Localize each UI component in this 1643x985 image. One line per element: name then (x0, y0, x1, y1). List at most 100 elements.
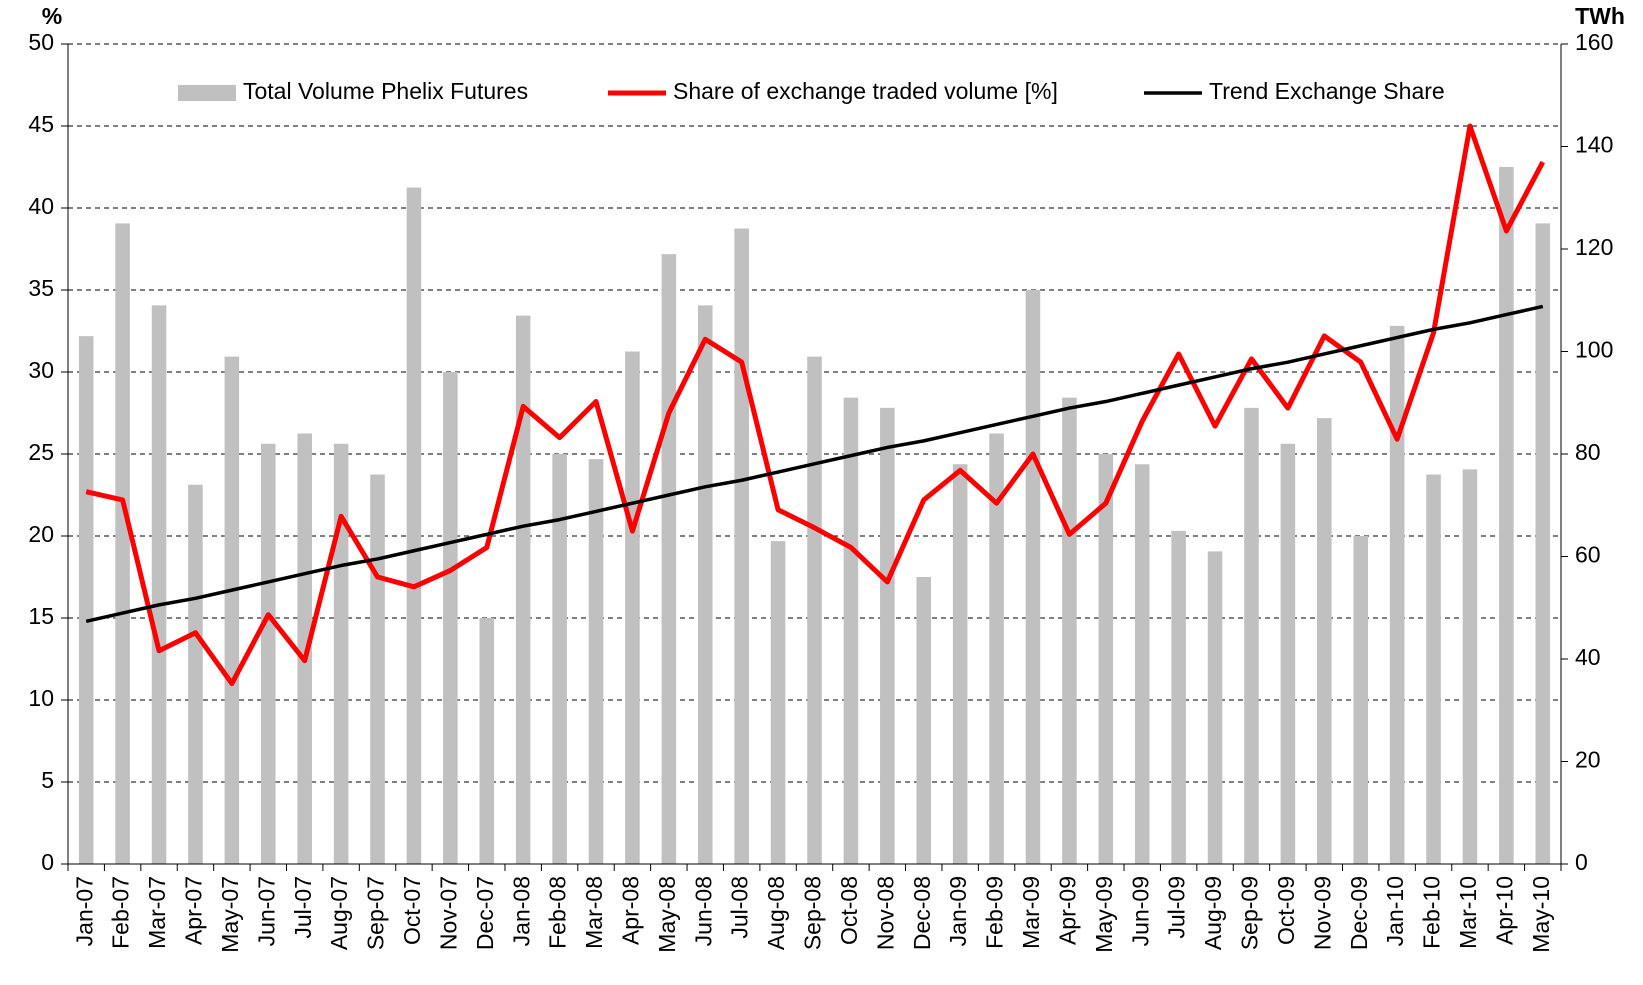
bar (1389, 325, 1405, 864)
y-tick-label: 15 (28, 603, 54, 629)
y-tick-label: 35 (28, 275, 54, 301)
x-tick-label: Nov-07 (435, 876, 461, 950)
y-tick-label: 40 (28, 193, 54, 219)
bar (151, 305, 167, 864)
bar (807, 356, 822, 864)
bar (1280, 443, 1296, 864)
x-tick-label: Aug-08 (763, 876, 789, 950)
bar (78, 336, 94, 864)
bar (661, 254, 677, 864)
bar (916, 577, 932, 864)
y-tick-label: 0 (41, 849, 54, 875)
x-tick-label: Sep-07 (363, 876, 389, 950)
x-tick-label: Dec-09 (1346, 876, 1372, 950)
x-tick-label: May-10 (1528, 876, 1554, 953)
x-tick-label: Jun-08 (690, 876, 716, 946)
bar (989, 433, 1004, 864)
y-tick-label: 50 (28, 29, 54, 55)
line (85, 123, 1546, 687)
y2-tick-label: 0 (1575, 849, 1588, 875)
x-tick-label: Jul-09 (1164, 876, 1190, 939)
x-tick-label: Oct-08 (836, 876, 862, 945)
x-tick-label: Apr-10 (1491, 876, 1517, 945)
x-tick-label: Feb-08 (545, 876, 571, 949)
x-tick-label: Nov-08 (872, 876, 898, 950)
x-tick-label: Feb-10 (1419, 876, 1445, 949)
y-tick-label: 5 (41, 767, 54, 793)
x-tick-label: Nov-09 (1309, 876, 1335, 950)
bar (1535, 223, 1551, 864)
y-tick-label: 30 (28, 357, 54, 383)
y2-axis-title: TWh (1575, 3, 1625, 29)
bar (1462, 469, 1478, 864)
bar (224, 356, 240, 864)
legend-swatch (178, 85, 236, 101)
x-tick-label: Dec-08 (909, 876, 935, 950)
x-tick-label: Feb-07 (108, 876, 134, 949)
bar (1025, 290, 1041, 864)
x-tick-label: Jun-09 (1127, 876, 1153, 946)
x-tick-label: May-09 (1091, 876, 1117, 953)
bar (443, 372, 458, 864)
bar (625, 351, 640, 864)
x-tick-label: Aug-09 (1200, 876, 1226, 950)
bar (1207, 551, 1223, 864)
bar (406, 187, 422, 864)
bar (188, 484, 203, 864)
x-tick-label: Apr-07 (181, 876, 207, 945)
y-axis-title: % (42, 3, 62, 29)
y2-tick-label: 20 (1575, 747, 1601, 773)
bar (734, 228, 749, 864)
x-tick-label: Oct-07 (399, 876, 425, 945)
x-tick-label: Jan-10 (1382, 876, 1408, 946)
x-tick-label: Feb-09 (982, 876, 1008, 949)
x-tick-label: Jul-07 (290, 876, 316, 939)
bar (515, 315, 531, 864)
x-tick-label: Apr-09 (1054, 876, 1080, 945)
y2-tick-label: 60 (1575, 542, 1601, 568)
x-tick-label: Aug-07 (326, 876, 352, 950)
x-tick-label: Jun-07 (253, 876, 279, 946)
x-tick-label: Mar-09 (1018, 876, 1044, 949)
x-tick-label: Dec-07 (472, 876, 498, 950)
bar (370, 474, 385, 864)
legend-label: Share of exchange traded volume [%] (673, 78, 1058, 104)
y-tick-label: 10 (28, 685, 54, 711)
bar (1317, 418, 1332, 864)
y2-tick-label: 100 (1575, 337, 1613, 363)
bar (880, 407, 895, 864)
x-tick-label: Jan-08 (508, 876, 534, 946)
bar (479, 618, 495, 864)
x-tick-label: May-08 (654, 876, 680, 953)
bar (697, 305, 713, 864)
bar (260, 443, 276, 864)
x-tick-label: May-07 (217, 876, 243, 953)
legend-label: Total Volume Phelix Futures (243, 78, 528, 104)
x-tick-label: Sep-09 (1237, 876, 1263, 950)
x-tick-label: Apr-08 (618, 876, 644, 945)
y-tick-label: 45 (28, 111, 54, 137)
x-tick-label: Mar-10 (1455, 876, 1481, 949)
x-tick-label: Jan-07 (71, 876, 97, 946)
y2-tick-label: 160 (1575, 29, 1613, 55)
bar (1098, 454, 1114, 864)
bar (1062, 397, 1077, 864)
x-tick-label: Mar-08 (581, 876, 607, 949)
bar (1426, 474, 1441, 864)
bar (333, 443, 349, 864)
bar (115, 223, 130, 864)
x-tick-label: Mar-07 (144, 876, 170, 949)
bar (1134, 464, 1150, 864)
bar (1499, 167, 1514, 864)
y2-tick-label: 120 (1575, 234, 1613, 260)
y-tick-label: 20 (28, 521, 54, 547)
bar (297, 433, 312, 864)
bar (770, 541, 786, 864)
bar (552, 454, 567, 864)
x-tick-label: Oct-09 (1273, 876, 1299, 945)
y2-tick-label: 40 (1575, 644, 1601, 670)
x-tick-label: Jan-09 (945, 876, 971, 946)
legend-label: Trend Exchange Share (1209, 78, 1445, 104)
y2-tick-label: 140 (1575, 132, 1613, 158)
